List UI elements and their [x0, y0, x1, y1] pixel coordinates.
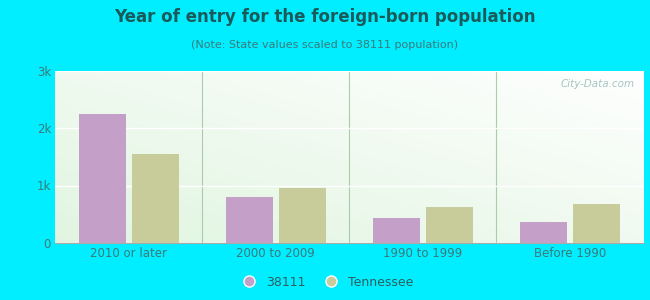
- Bar: [520, 222, 567, 243]
- Text: Year of entry for the foreign-born population: Year of entry for the foreign-born popul…: [114, 8, 536, 26]
- Bar: [279, 188, 326, 243]
- Bar: [373, 218, 420, 243]
- Bar: [226, 197, 273, 243]
- Legend: 38111, Tennessee: 38111, Tennessee: [231, 271, 419, 294]
- Bar: [132, 154, 179, 243]
- Bar: [79, 114, 126, 243]
- Text: (Note: State values scaled to 38111 population): (Note: State values scaled to 38111 popu…: [192, 40, 458, 50]
- Bar: [426, 207, 473, 243]
- Bar: [573, 204, 620, 243]
- Text: City-Data.com: City-Data.com: [560, 79, 634, 89]
